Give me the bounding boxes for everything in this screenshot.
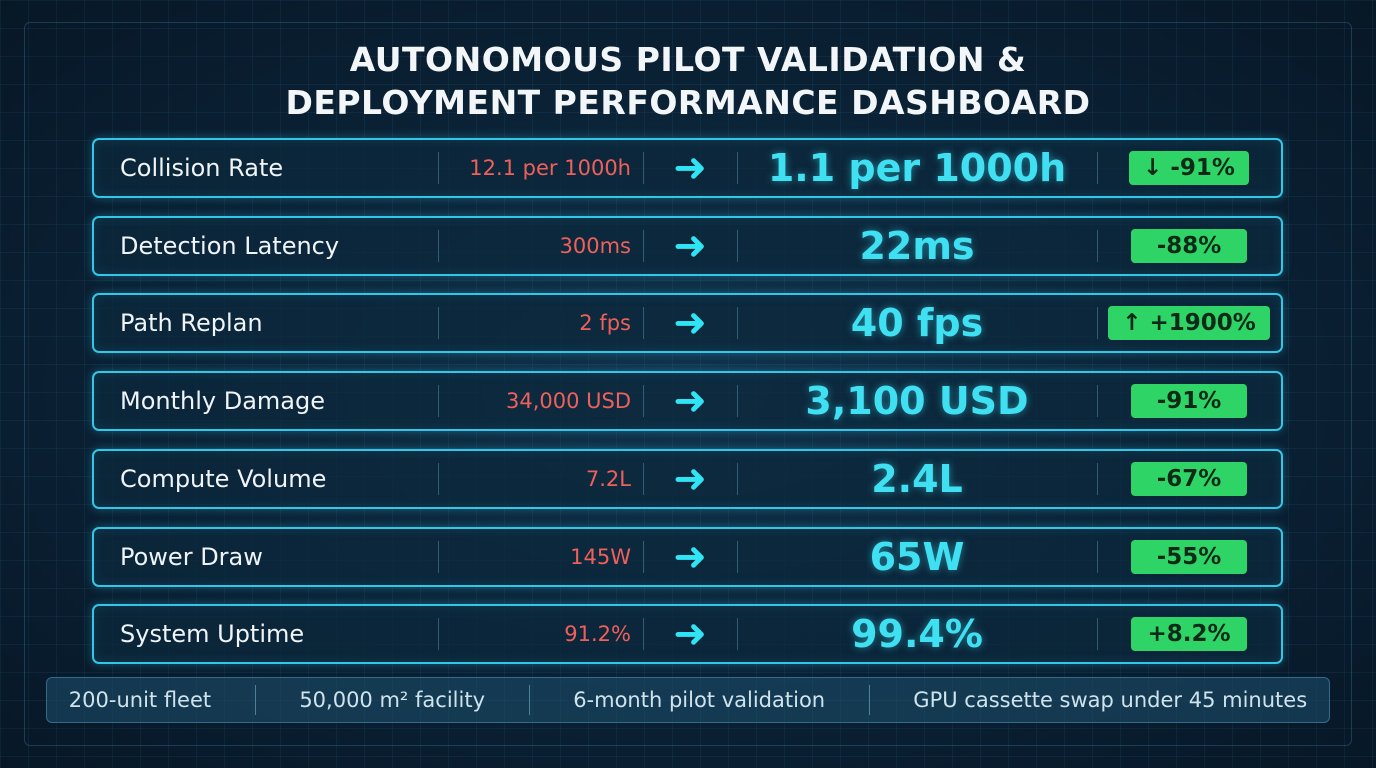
change-badge: ↓ -91% bbox=[1129, 151, 1249, 185]
change-badge: -55% bbox=[1131, 539, 1247, 574]
title-line-1: AUTONOMOUS PILOT VALIDATION & bbox=[349, 40, 1027, 79]
current-value: 1.1 per 1000h bbox=[737, 140, 1097, 196]
footer-item: 200-unit fleet bbox=[68, 688, 212, 712]
metric-row: System Uptime 91.2% ➜ 99.4% +8.2% bbox=[92, 604, 1283, 665]
title-line-2: DEPLOYMENT PERFORMANCE DASHBOARD bbox=[285, 83, 1091, 122]
metric-label: Path Replan bbox=[120, 309, 263, 338]
footer-bar: 200-unit fleet 50,000 m² facility 6-mont… bbox=[46, 677, 1330, 723]
change-badge: -67% bbox=[1131, 461, 1247, 496]
metric-row: Power Draw 145W ➜ 65W -55% bbox=[92, 526, 1283, 587]
metric-label: Collision Rate bbox=[120, 154, 284, 182]
metric-row: Compute Volume 7.2L ➜ 2.4L -67% bbox=[92, 448, 1283, 509]
baseline-value: 145W bbox=[438, 529, 643, 585]
arrow-right-icon: ➜ bbox=[643, 373, 737, 429]
divider bbox=[528, 685, 530, 715]
metric-row: Monthly Damage 34,000 USD ➜ 3,100 USD -9… bbox=[92, 371, 1283, 432]
metric-label: Monthly Damage bbox=[120, 387, 325, 416]
metric-label: System Uptime bbox=[120, 620, 305, 649]
baseline-value: 300ms bbox=[438, 218, 643, 274]
metric-row: Detection Latency 300ms ➜ 22ms -88% bbox=[92, 215, 1283, 276]
arrow-right-icon: ➜ bbox=[643, 451, 737, 507]
current-value: 99.4% bbox=[737, 606, 1097, 662]
metric-label: Power Draw bbox=[120, 542, 263, 571]
metric-label: Compute Volume bbox=[120, 464, 327, 493]
arrow-right-icon: ➜ bbox=[643, 295, 737, 351]
current-value: 65W bbox=[737, 529, 1097, 585]
metric-label: Detection Latency bbox=[120, 231, 340, 260]
change-badge: -88% bbox=[1131, 228, 1247, 263]
arrow-right-icon: ➜ bbox=[643, 529, 737, 585]
current-value: 40 fps bbox=[737, 295, 1097, 351]
page-title: AUTONOMOUS PILOT VALIDATION & DEPLOYMENT … bbox=[0, 38, 1376, 124]
dashboard-frame bbox=[24, 22, 1352, 746]
baseline-value: 34,000 USD bbox=[438, 373, 643, 429]
change-badge: +8.2% bbox=[1131, 617, 1247, 652]
arrow-right-icon: ➜ bbox=[643, 218, 737, 274]
baseline-value: 2 fps bbox=[438, 295, 643, 351]
footer-item: 50,000 m² facility bbox=[299, 688, 485, 712]
footer-item: 6-month pilot validation bbox=[573, 688, 826, 712]
divider bbox=[254, 685, 256, 715]
footer-item: GPU cassette swap under 45 minutes bbox=[913, 688, 1308, 712]
change-badge: ↑ +1900% bbox=[1108, 306, 1270, 341]
arrow-right-icon: ➜ bbox=[643, 606, 737, 662]
current-value: 22ms bbox=[737, 218, 1097, 274]
arrow-right-icon: ➜ bbox=[643, 140, 737, 196]
baseline-value: 12.1 per 1000h bbox=[438, 140, 643, 196]
divider bbox=[868, 685, 870, 715]
baseline-value: 7.2L bbox=[438, 451, 643, 507]
current-value: 3,100 USD bbox=[737, 373, 1097, 429]
change-badge: -91% bbox=[1131, 384, 1247, 419]
baseline-value: 91.2% bbox=[438, 606, 643, 662]
metric-row: Path Replan 2 fps ➜ 40 fps ↑ +1900% bbox=[92, 293, 1283, 354]
metric-row: Collision Rate 12.1 per 1000h ➜ 1.1 per … bbox=[92, 138, 1283, 198]
current-value: 2.4L bbox=[737, 451, 1097, 507]
